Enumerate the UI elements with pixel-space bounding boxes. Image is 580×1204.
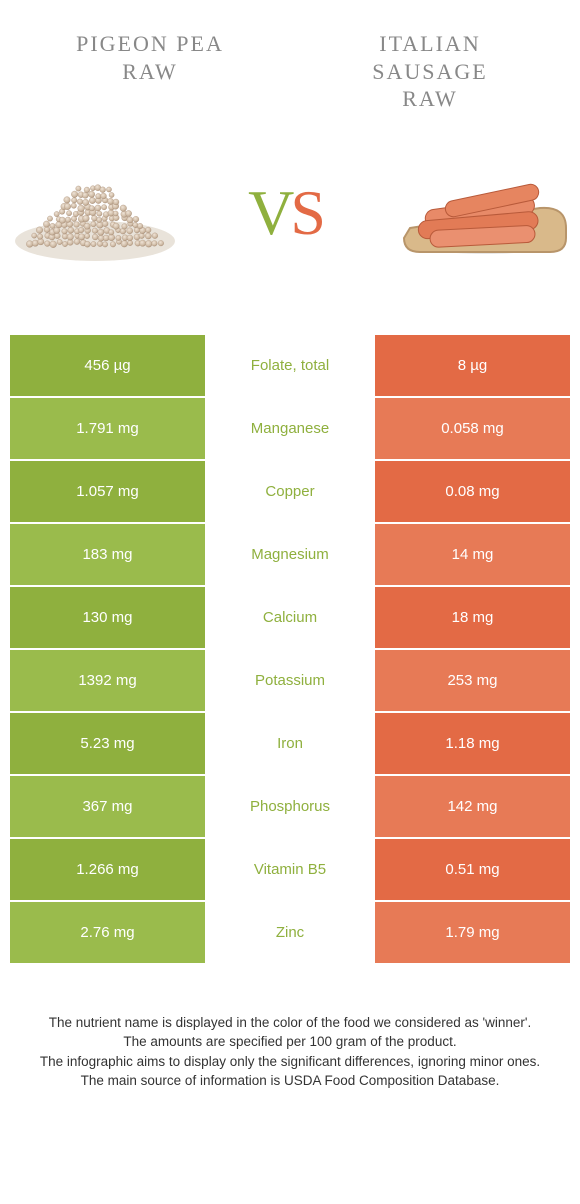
value-left: 456 µg bbox=[10, 335, 205, 396]
value-left: 1392 mg bbox=[10, 650, 205, 711]
value-left: 183 mg bbox=[10, 524, 205, 585]
nutrient-label: Magnesium bbox=[205, 524, 375, 585]
nutrient-table: 456 µgFolate, total8 µg1.791 mgManganese… bbox=[10, 333, 570, 963]
value-right: 1.18 mg bbox=[375, 713, 570, 774]
table-row: 456 µgFolate, total8 µg bbox=[10, 333, 570, 396]
value-right: 0.08 mg bbox=[375, 461, 570, 522]
footer-notes: The nutrient name is displayed in the co… bbox=[0, 963, 580, 1091]
nutrient-label: Potassium bbox=[205, 650, 375, 711]
table-row: 2.76 mgZinc1.79 mg bbox=[10, 900, 570, 963]
nutrient-label: Copper bbox=[205, 461, 375, 522]
nutrient-label: Calcium bbox=[205, 587, 375, 648]
title-right-line3: RAW bbox=[330, 85, 530, 113]
vs-label: VS bbox=[248, 176, 322, 250]
value-right: 142 mg bbox=[375, 776, 570, 837]
table-row: 1.266 mgVitamin B50.51 mg bbox=[10, 837, 570, 900]
vs-s: S bbox=[290, 176, 322, 250]
value-right: 0.51 mg bbox=[375, 839, 570, 900]
value-left: 5.23 mg bbox=[10, 713, 205, 774]
value-right: 253 mg bbox=[375, 650, 570, 711]
title-left-line2: RAW bbox=[50, 58, 250, 86]
table-row: 130 mgCalcium18 mg bbox=[10, 585, 570, 648]
table-row: 183 mgMagnesium14 mg bbox=[10, 522, 570, 585]
value-right: 1.79 mg bbox=[375, 902, 570, 963]
footer-line-3: The infographic aims to display only the… bbox=[30, 1052, 550, 1072]
value-right: 0.058 mg bbox=[375, 398, 570, 459]
value-left: 2.76 mg bbox=[10, 902, 205, 963]
value-right: 18 mg bbox=[375, 587, 570, 648]
value-left: 367 mg bbox=[10, 776, 205, 837]
value-left: 1.791 mg bbox=[10, 398, 205, 459]
value-left: 130 mg bbox=[10, 587, 205, 648]
value-right: 8 µg bbox=[375, 335, 570, 396]
title-right-line1: ITALIAN bbox=[330, 30, 530, 58]
nutrient-label: Phosphorus bbox=[205, 776, 375, 837]
pigeon-pea-image bbox=[10, 163, 180, 263]
food-title-left: PIGEON PEA RAW bbox=[50, 30, 250, 113]
vs-row: VS bbox=[0, 113, 580, 333]
value-left: 1.057 mg bbox=[10, 461, 205, 522]
nutrient-label: Folate, total bbox=[205, 335, 375, 396]
nutrient-label: Vitamin B5 bbox=[205, 839, 375, 900]
value-right: 14 mg bbox=[375, 524, 570, 585]
table-row: 5.23 mgIron1.18 mg bbox=[10, 711, 570, 774]
vs-v: V bbox=[248, 176, 290, 250]
header: PIGEON PEA RAW ITALIAN SAUSAGE RAW bbox=[0, 0, 580, 113]
footer-line-4: The main source of information is USDA F… bbox=[30, 1071, 550, 1091]
nutrient-label: Zinc bbox=[205, 902, 375, 963]
title-right-line2: SAUSAGE bbox=[330, 58, 530, 86]
footer-line-1: The nutrient name is displayed in the co… bbox=[30, 1013, 550, 1033]
value-left: 1.266 mg bbox=[10, 839, 205, 900]
table-row: 1.057 mgCopper0.08 mg bbox=[10, 459, 570, 522]
table-row: 1392 mgPotassium253 mg bbox=[10, 648, 570, 711]
food-title-right: ITALIAN SAUSAGE RAW bbox=[330, 30, 530, 113]
table-row: 1.791 mgManganese0.058 mg bbox=[10, 396, 570, 459]
sausage-image bbox=[390, 153, 570, 273]
nutrient-label: Iron bbox=[205, 713, 375, 774]
footer-line-2: The amounts are specified per 100 gram o… bbox=[30, 1032, 550, 1052]
table-row: 367 mgPhosphorus142 mg bbox=[10, 774, 570, 837]
title-left-line1: PIGEON PEA bbox=[50, 30, 250, 58]
nutrient-label: Manganese bbox=[205, 398, 375, 459]
